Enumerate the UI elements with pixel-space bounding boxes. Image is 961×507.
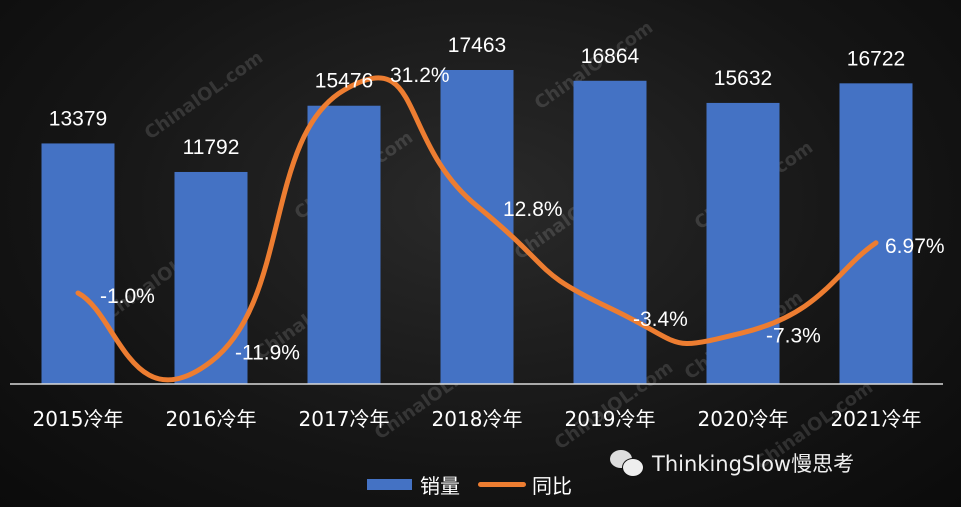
brand: ThinkingSlow慢思考 — [610, 448, 854, 478]
legend-label-yoy: 同比 — [532, 474, 572, 498]
bar-label: 15476 — [315, 70, 373, 93]
bar — [573, 80, 647, 385]
legend-swatch-line — [478, 482, 526, 487]
legend-swatch-bar — [367, 479, 412, 490]
wechat-icon — [610, 450, 644, 477]
x-tick-label: 2018冷年 — [432, 407, 523, 431]
yoy-line — [75, 75, 879, 383]
x-tick-label: 2017冷年 — [299, 407, 390, 431]
bar — [307, 105, 381, 384]
x-tick-label: 2015冷年 — [33, 407, 124, 431]
line-label: -1.0% — [100, 285, 155, 308]
bar-label: 13379 — [49, 107, 107, 130]
bar — [41, 143, 115, 384]
line-label: -7.3% — [766, 325, 821, 348]
bars — [41, 70, 913, 385]
x-tick-label: 2016冷年 — [166, 407, 257, 431]
legend-label-sales: 销量 — [420, 474, 460, 498]
brand-text: ThinkingSlow慢思考 — [652, 452, 855, 476]
line-label: -11.9% — [235, 342, 300, 365]
x-tick-labels: 2015冷年 2016冷年 2017冷年 2018冷年 2019冷年 2020冷年 2021… — [33, 407, 922, 431]
bar-label: 15632 — [714, 67, 772, 90]
line-label: -3.4% — [633, 308, 688, 331]
x-tick-label: 2019冷年 — [565, 407, 656, 431]
bar-label: 17463 — [448, 34, 506, 57]
watermark-text: ChinaIOL.com — [141, 47, 267, 144]
line-label: 6.97% — [885, 235, 945, 258]
data-labels: 13379 11792 15476 17463 16864 15632 16722 -1.0%… — [49, 34, 945, 365]
x-tick-label: 2020冷年 — [698, 407, 789, 431]
line-label: 31.2% — [390, 64, 450, 87]
bar-label: 16722 — [847, 47, 905, 70]
bar — [839, 83, 913, 385]
bar-label: 16864 — [581, 45, 640, 68]
x-tick-label: 2021冷年 — [831, 407, 922, 431]
legend: 销量 同比 — [367, 470, 572, 499]
bar-label: 11792 — [183, 136, 240, 159]
bar — [174, 171, 248, 384]
line-label: 12.8% — [503, 198, 563, 221]
